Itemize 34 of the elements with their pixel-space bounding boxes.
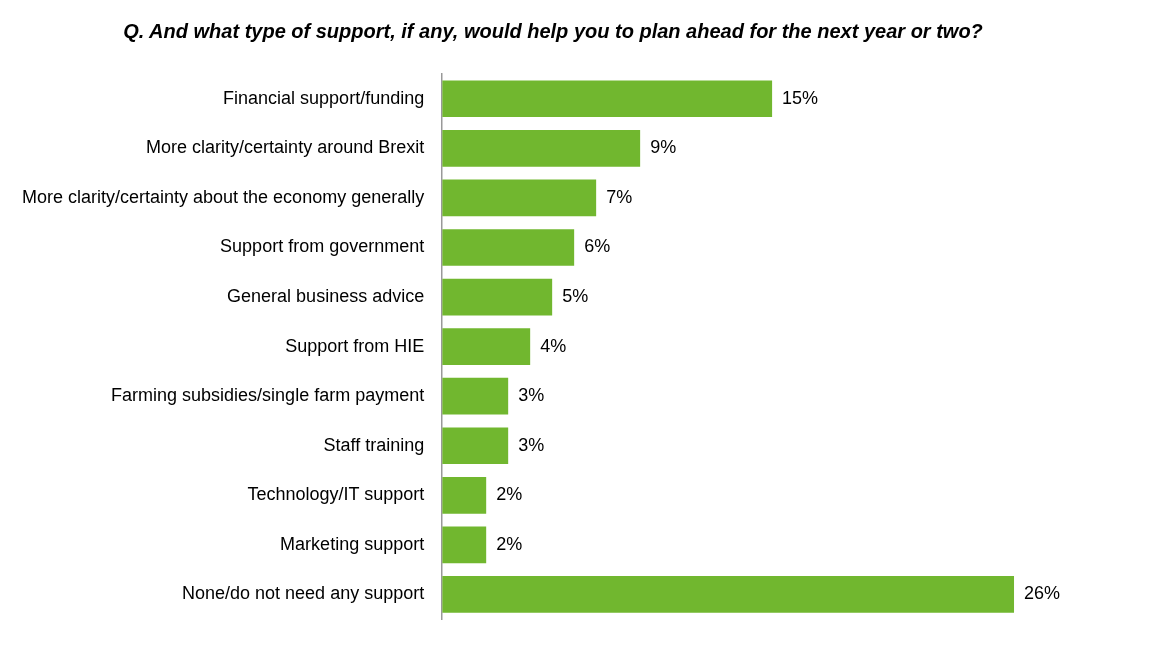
data-label: 7% [606,186,633,207]
bar [442,377,509,415]
y-tick-label: Farming subsidies/single farm payment [111,385,425,406]
data-label: 2% [496,484,523,505]
data-label: 3% [518,434,545,455]
data-label: 26% [1024,583,1061,604]
bar [442,476,487,514]
y-tick-label: Technology/IT support [247,484,425,505]
y-tick-label: Marketing support [280,533,425,554]
y-tick-label: Staff training [323,434,425,455]
bar [442,80,773,118]
y-tick-label: More clarity/certainty about the economy generally [21,186,425,207]
data-label: 5% [562,286,589,307]
y-tick-label: Financial support/funding [223,87,425,108]
data-label: 3% [518,385,545,406]
bar [442,179,597,217]
bar [442,576,1015,613]
y-tick-label: None/do not need any support [182,583,425,604]
y-tick-label: More clarity/certainty around Brexit [146,137,425,158]
y-tick-label: General business advice [227,286,425,307]
bar [442,328,531,365]
data-label: 2% [496,533,523,554]
data-label: 6% [584,236,611,257]
bar [442,229,575,266]
bar [442,278,553,316]
y-tick-label: Support from HIE [285,335,425,356]
bar [442,130,641,167]
data-label: 9% [650,137,677,158]
chart-title: Q. And what type of support, if any, would help you to plan ahead for the next year or two? [123,19,983,42]
bar [442,427,509,465]
bar [442,526,487,564]
data-label: 15% [782,87,819,108]
data-label: 4% [540,335,567,356]
y-tick-label: Support from government [220,236,425,257]
